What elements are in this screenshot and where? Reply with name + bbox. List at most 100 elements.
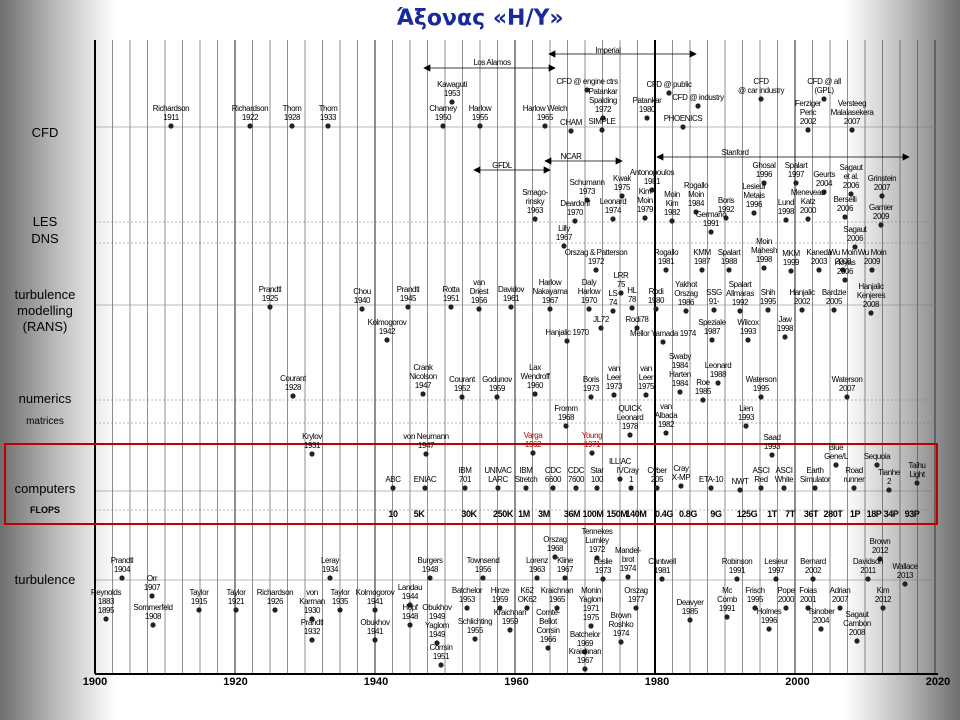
event-marker — [793, 180, 799, 186]
event-label: Kim 2012 — [874, 586, 892, 604]
event-marker — [524, 605, 530, 611]
event-label: Shih 1995 — [759, 288, 777, 306]
event-label: Prandtl 1932 — [300, 618, 324, 636]
event-label: Speziale 1987 — [698, 318, 726, 336]
event-marker — [459, 394, 465, 400]
event-marker — [625, 574, 631, 580]
event-marker — [568, 128, 574, 134]
event-label: Yakhot Orszag 1986 — [674, 280, 698, 307]
event-marker — [711, 307, 717, 313]
event-label: Germano 1991 — [695, 210, 727, 228]
event-label: Taylor 1915 — [189, 588, 209, 606]
event-marker — [618, 290, 624, 296]
event-marker — [805, 127, 811, 133]
event-marker — [309, 637, 315, 643]
event-label: Harlow 1955 — [468, 104, 492, 122]
event-marker — [869, 267, 875, 273]
event-label: Charney 1950 — [429, 104, 457, 122]
event-label: Schlichting 1955 — [457, 617, 493, 635]
event-label: Orszag 1968 — [543, 535, 567, 553]
event-marker — [600, 576, 606, 582]
event-marker — [643, 392, 649, 398]
event-label: Lax Wendroff 1960 — [520, 363, 550, 390]
event-label: Rodi78 — [625, 315, 649, 324]
event-marker — [599, 127, 605, 133]
event-marker — [737, 308, 743, 314]
event-marker — [588, 623, 594, 629]
event-marker — [272, 607, 278, 613]
event-marker — [618, 639, 624, 645]
event-marker — [902, 581, 908, 587]
event-label: van Driest 1956 — [469, 278, 489, 305]
axis-tick-label: 1980 — [644, 676, 670, 688]
event-marker — [542, 123, 548, 129]
event-label: Hinze 1959 — [490, 586, 510, 604]
event-label: Rodi 1980 — [647, 287, 665, 305]
event-label: Waterson 2007 — [831, 375, 863, 393]
band-gfdl: GFDL — [492, 161, 512, 170]
event-marker — [708, 485, 714, 491]
event-label: Versteeg Malalasekera 2007 — [830, 99, 874, 126]
flops-value: 250K — [493, 509, 513, 519]
event-label: Leonard 1974 — [599, 197, 627, 215]
event-label: Pope 2000 — [777, 586, 795, 604]
event-label: Krylov 1931 — [302, 432, 322, 450]
event-marker — [715, 380, 721, 386]
event-label: Sagaut 2006 — [843, 225, 867, 243]
event-marker — [874, 462, 880, 468]
event-label: Boris 1992 — [717, 196, 735, 214]
event-label: Harlow Welch 1965 — [522, 104, 568, 122]
event-marker — [805, 605, 811, 611]
event-marker — [812, 485, 818, 491]
event-label: Taylor 1935 — [330, 588, 350, 606]
event-marker — [831, 307, 837, 313]
event-label: Road runner — [843, 466, 865, 484]
event-marker — [423, 451, 429, 457]
event-label: SSG 91- — [706, 288, 722, 306]
event-marker — [480, 575, 486, 581]
event-label: Davidson 2011 — [852, 557, 884, 575]
event-marker — [745, 337, 751, 343]
event-marker — [476, 306, 482, 312]
row-label-rans-1: turbulence — [14, 287, 76, 302]
event-marker — [769, 452, 775, 458]
event-marker — [852, 244, 858, 250]
event-label: Leonard 1988 — [704, 361, 732, 379]
event-marker — [233, 607, 239, 613]
event-marker — [724, 614, 730, 620]
event-label: Hanjalic 2002 — [789, 288, 815, 306]
event-label: Boris 1973 — [582, 375, 600, 393]
event-marker — [427, 575, 433, 581]
flops-value: 125G — [736, 509, 758, 519]
event-marker — [562, 575, 568, 581]
event-marker — [868, 310, 874, 316]
event-label: Cyber 205 — [647, 466, 667, 484]
event-marker — [854, 638, 860, 644]
event-marker — [821, 96, 827, 102]
event-label: Thom 1933 — [318, 104, 338, 122]
event-marker — [880, 605, 886, 611]
event-marker — [309, 616, 315, 622]
event-label: Taihu Light — [908, 461, 926, 479]
event-label: Davidov 1961 — [497, 285, 525, 303]
event-label: Batchelor 1953 — [451, 586, 483, 604]
flops-value: 7T — [785, 509, 795, 519]
event-label: Berselli 2006 — [833, 195, 857, 213]
event-marker — [693, 209, 699, 215]
event-label: Kraichnan 1965 — [540, 586, 574, 604]
event-marker — [848, 191, 854, 197]
event-label: ABC — [385, 475, 401, 484]
event-label: Landau 1944 — [397, 583, 423, 601]
event-label: Prandtl 1904 — [110, 556, 134, 574]
flops-value: 100M — [582, 509, 604, 519]
event-marker — [644, 115, 650, 121]
event-label: Prandtl 1945 — [396, 285, 420, 303]
event-label: LRR 75 — [613, 271, 629, 289]
event-marker — [687, 617, 693, 623]
event-marker — [550, 485, 556, 491]
event-label: Meneveau Katz 2000 — [790, 188, 826, 215]
event-marker — [289, 123, 295, 129]
event-marker — [422, 485, 428, 491]
event-marker — [532, 391, 538, 397]
row-label-rans-2: modelling — [17, 303, 73, 318]
